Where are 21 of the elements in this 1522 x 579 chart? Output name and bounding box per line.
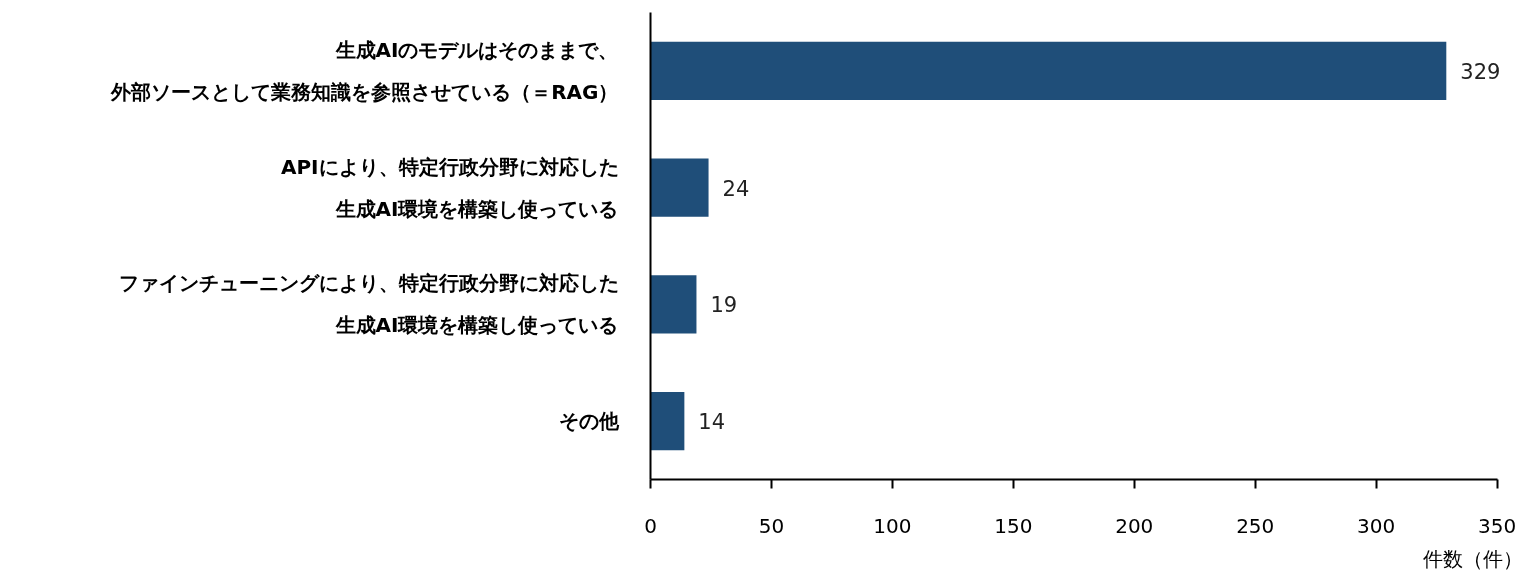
- bar: [650, 391, 685, 451]
- x-tick-label: 0: [644, 513, 657, 538]
- data-label: 24: [722, 176, 750, 201]
- x-tick-label: 200: [1115, 513, 1154, 538]
- data-label: 19: [710, 293, 738, 318]
- x-tick-label: 250: [1236, 513, 1275, 538]
- x-tick-label: 50: [758, 513, 785, 538]
- x-tick-label: 350: [1478, 513, 1517, 538]
- data-label: 14: [698, 410, 726, 435]
- bar: [650, 41, 1447, 101]
- y-tick-label: その他: [558, 409, 620, 434]
- x-tick-label: 300: [1357, 513, 1396, 538]
- x-tick-label: 100: [873, 513, 912, 538]
- y-tick-label: ファインチューニングにより、特定行政分野に対応した生成AI環境を構築し使っている: [118, 271, 619, 338]
- data-label: 329: [1460, 59, 1501, 84]
- x-tick-label: 150: [994, 513, 1033, 538]
- y-tick-label: APIにより、特定行政分野に対応した生成AI環境を構築し使っている: [280, 154, 619, 221]
- x-axis-title: 件数（件）: [1422, 546, 1522, 571]
- bar: [650, 275, 697, 334]
- y-tick-label: 生成AIのモデルはそのままで、外部ソースとして業務知識を参照させている（＝RAG）: [110, 37, 619, 104]
- bar: [650, 158, 709, 217]
